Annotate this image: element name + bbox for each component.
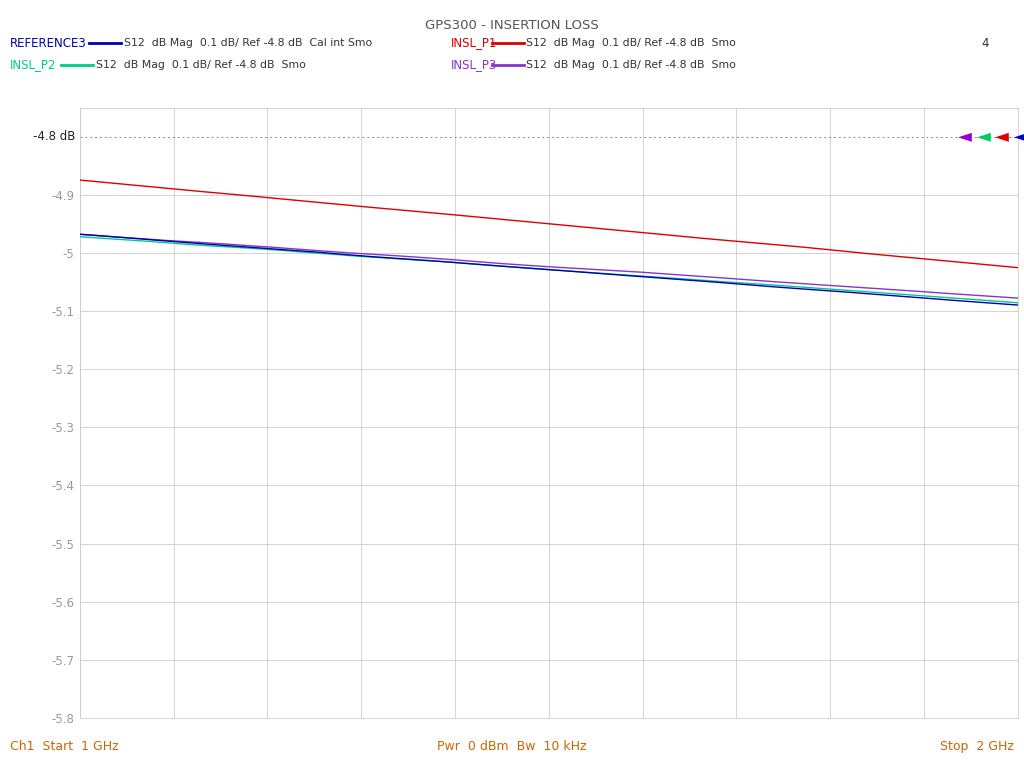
Text: Pwr  0 dBm  Bw  10 kHz: Pwr 0 dBm Bw 10 kHz [437, 740, 587, 753]
Text: INSL_P1: INSL_P1 [451, 37, 497, 49]
Text: GPS300 - INSERTION LOSS: GPS300 - INSERTION LOSS [425, 19, 599, 32]
Text: Ch1  Start  1 GHz: Ch1 Start 1 GHz [10, 740, 119, 753]
Text: S12  dB Mag  0.1 dB/ Ref -4.8 dB  Smo: S12 dB Mag 0.1 dB/ Ref -4.8 dB Smo [526, 38, 736, 48]
Text: INSL_P2: INSL_P2 [10, 58, 56, 71]
Text: INSL_P3: INSL_P3 [451, 58, 497, 71]
Text: -4.8 dB: -4.8 dB [33, 130, 75, 143]
Text: ◄: ◄ [977, 127, 990, 146]
Text: S12  dB Mag  0.1 dB/ Ref -4.8 dB  Smo: S12 dB Mag 0.1 dB/ Ref -4.8 dB Smo [96, 59, 306, 70]
Text: Stop  2 GHz: Stop 2 GHz [940, 740, 1014, 753]
Text: ◄: ◄ [958, 127, 972, 146]
Text: REFERENCE3: REFERENCE3 [10, 37, 87, 49]
Text: ◄: ◄ [995, 127, 1009, 146]
Text: ◄: ◄ [1014, 127, 1024, 146]
Text: S12  dB Mag  0.1 dB/ Ref -4.8 dB  Cal int Smo: S12 dB Mag 0.1 dB/ Ref -4.8 dB Cal int S… [124, 38, 372, 48]
Text: 4: 4 [981, 37, 988, 49]
Text: S12  dB Mag  0.1 dB/ Ref -4.8 dB  Smo: S12 dB Mag 0.1 dB/ Ref -4.8 dB Smo [526, 59, 736, 70]
